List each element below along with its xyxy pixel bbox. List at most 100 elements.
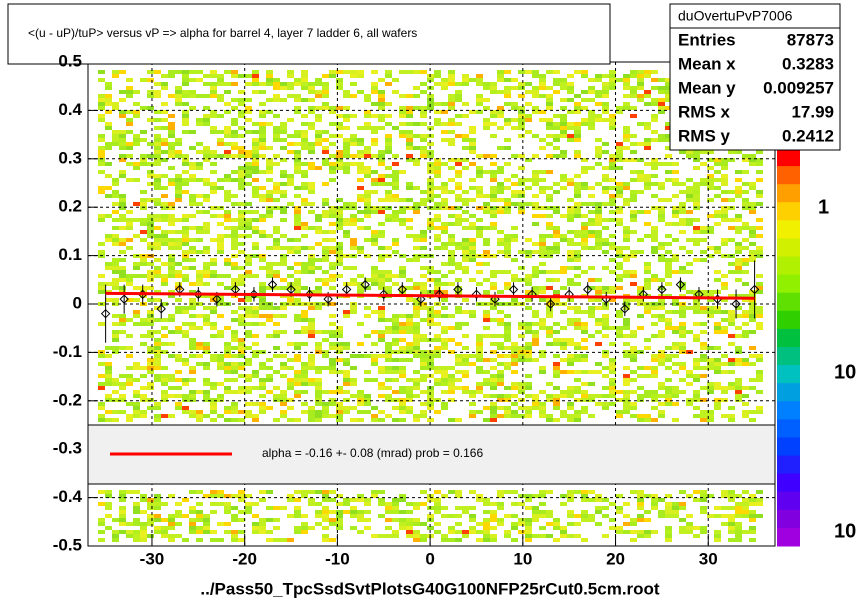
heatmap-cell: [518, 322, 525, 326]
heatmap-cell: [469, 242, 476, 246]
marks: [100, 260, 760, 343]
heatmap-cell: [217, 358, 224, 362]
heatmap-cell: [651, 182, 658, 186]
heatmap-cell: [252, 218, 259, 222]
heatmap-cell: [161, 206, 168, 210]
heatmap-cell: [728, 518, 735, 522]
heatmap-cell: [658, 182, 665, 186]
heatmap-cell: [665, 178, 672, 182]
heatmap-cell: [119, 322, 126, 326]
heatmap-cell: [490, 222, 497, 226]
heatmap-cell: [245, 106, 252, 110]
heatmap-cell: [602, 306, 609, 310]
heatmap-cell: [567, 414, 574, 418]
heatmap-cell: [497, 414, 504, 418]
heatmap-cell: [98, 402, 105, 406]
heatmap-cell: [217, 494, 224, 498]
heatmap-cell: [742, 202, 749, 206]
heatmap-cell: [497, 346, 504, 350]
heatmap-cell: [630, 106, 637, 110]
heatmap-cell: [693, 158, 700, 162]
heatmap-cell: [119, 110, 126, 114]
heatmap-cell: [231, 98, 238, 102]
heatmap-cell: [693, 182, 700, 186]
heatmap-cell: [644, 90, 651, 94]
heatmap-cell: [462, 138, 469, 142]
heatmap-cell: [378, 314, 385, 318]
heatmap-cell: [266, 270, 273, 274]
heatmap-cell: [406, 138, 413, 142]
heatmap-cell: [483, 226, 490, 230]
heatmap-cell: [700, 230, 707, 234]
heatmap-cell: [756, 290, 763, 294]
y-tick-label: 0.5: [58, 51, 82, 70]
heatmap-cell: [728, 314, 735, 318]
heatmap-cell: [497, 362, 504, 366]
stats-value: 17.99: [791, 102, 834, 121]
heatmap-cell: [413, 378, 420, 382]
heatmap-cell: [168, 202, 175, 206]
palette-step: [777, 220, 800, 239]
heatmap-cell: [532, 110, 539, 114]
heatmap-cell: [630, 230, 637, 234]
heatmap-cell: [336, 402, 343, 406]
heatmap-cell: [721, 218, 728, 222]
heatmap-cell: [525, 114, 532, 118]
heatmap-cell: [189, 314, 196, 318]
heatmap-cell: [623, 94, 630, 98]
heatmap-cell: [420, 134, 427, 138]
heatmap-cell: [364, 214, 371, 218]
palette-step: [777, 419, 800, 438]
heatmap-cell: [315, 242, 322, 246]
heatmap-cell: [518, 178, 525, 182]
heatmap-cell: [196, 238, 203, 242]
heatmap-cell: [182, 230, 189, 234]
heatmap-cell: [602, 366, 609, 370]
heatmap-cell: [336, 350, 343, 354]
heatmap-cell: [420, 490, 427, 494]
heatmap-cell: [182, 306, 189, 310]
heatmap-cell: [287, 86, 294, 90]
heatmap-cell: [735, 266, 742, 270]
heatmap-cell: [322, 510, 329, 514]
heatmap-cell: [133, 110, 140, 114]
heatmap-cell: [637, 326, 644, 330]
heatmap-cell: [455, 490, 462, 494]
heatmap-cell: [707, 166, 714, 170]
heatmap-cell: [112, 70, 119, 74]
heatmap-cell: [245, 390, 252, 394]
heatmap-cell: [140, 290, 147, 294]
heatmap-cell: [147, 78, 154, 82]
heatmap-cell: [245, 298, 252, 302]
heatmap-cell: [567, 178, 574, 182]
heatmap-cell: [336, 134, 343, 138]
heatmap-cell: [644, 278, 651, 282]
heatmap-cell: [133, 390, 140, 394]
heatmap-cell: [245, 118, 252, 122]
heatmap-cell: [742, 298, 749, 302]
heatmap-cell: [119, 494, 126, 498]
heatmap-cell: [497, 166, 504, 170]
heatmap-cell: [280, 390, 287, 394]
heatmap-cell: [595, 138, 602, 142]
heatmap-cell: [189, 202, 196, 206]
heatmap-cell: [651, 86, 658, 90]
heatmap-cell: [434, 194, 441, 198]
heatmap-cell: [98, 158, 105, 162]
heatmap-cell: [497, 378, 504, 382]
heatmap-cell: [448, 386, 455, 390]
heatmap-cell: [280, 170, 287, 174]
heatmap-cell: [434, 82, 441, 86]
heatmap-cell: [623, 530, 630, 534]
heatmap-cell: [518, 266, 525, 270]
heatmap-cell: [469, 514, 476, 518]
heatmap-cell: [609, 390, 616, 394]
heatmap-cell: [182, 322, 189, 326]
heatmap-cell: [343, 150, 350, 154]
heatmap-cell: [308, 182, 315, 186]
heatmap-cell: [560, 234, 567, 238]
heatmap-cell: [441, 534, 448, 538]
heatmap-cell: [574, 154, 581, 158]
heatmap-cell: [539, 290, 546, 294]
heatmap-cell: [518, 382, 525, 386]
